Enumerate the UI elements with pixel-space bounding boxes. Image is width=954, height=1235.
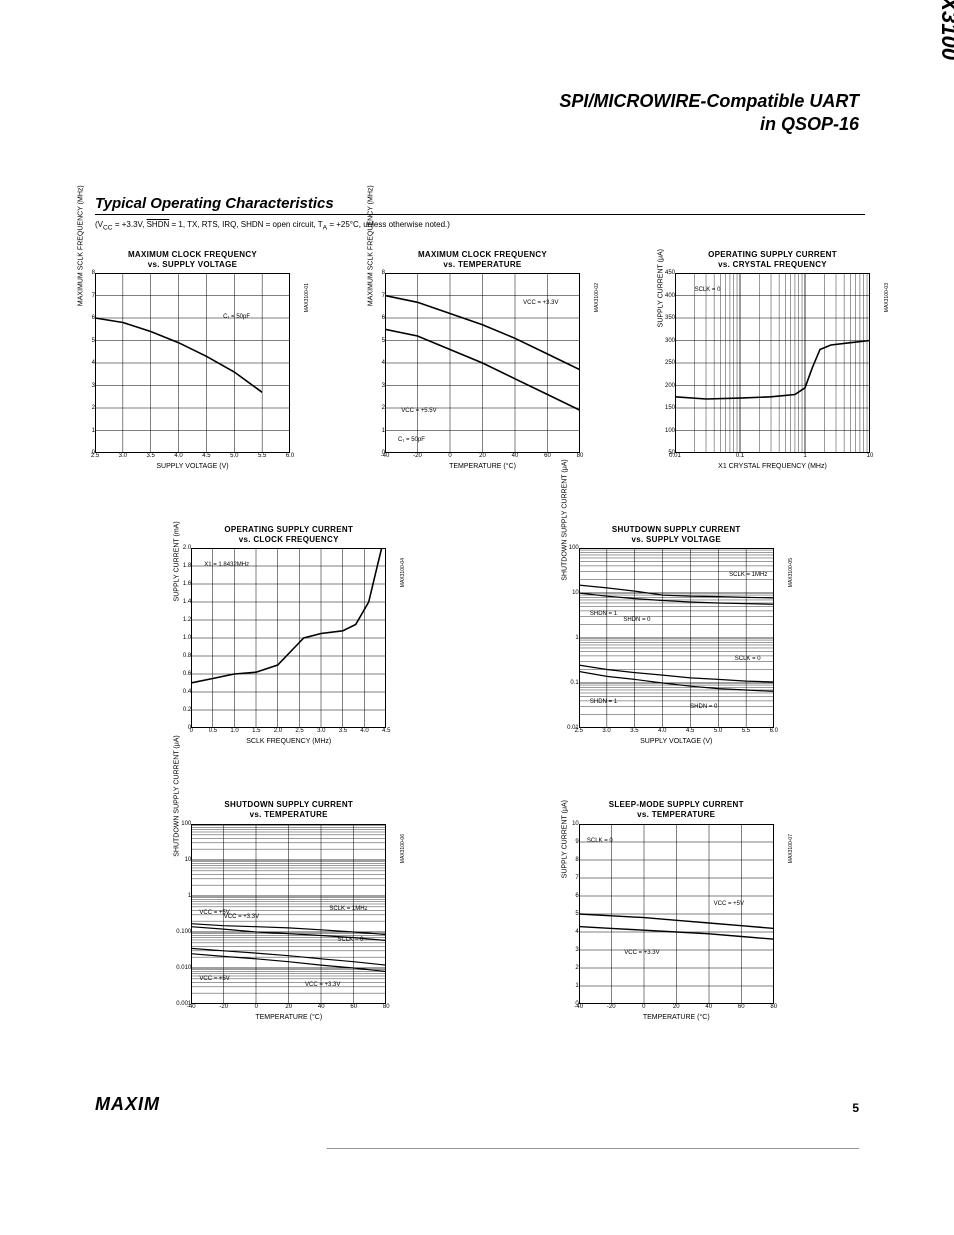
- chart-id-note: MAX3100-06: [400, 834, 406, 863]
- chart-annotation: SCLK = 0: [695, 287, 721, 293]
- x-ticks: -40-20020406080: [579, 1004, 774, 1012]
- chart-annotation: VCC = +3.3V: [305, 982, 340, 988]
- chart-annotation: VCC = +5V: [714, 901, 744, 907]
- title-line-1: SPI/MICROWIRE-Compatible UART: [559, 90, 859, 113]
- charts-grid: MAXIMUM CLOCK FREQUENCYvs. SUPPLY VOLTAG…: [95, 250, 870, 1076]
- y-ticks: 00.20.40.60.81.01.21.41.61.82.0: [169, 548, 191, 728]
- chart-annotation: SCLK = 0: [338, 937, 364, 943]
- y-ticks: 0.0010.0100.100110100: [169, 824, 191, 1004]
- chart-c5: SHUTDOWN SUPPLY CURRENTvs. SUPPLY VOLTAG…: [579, 525, 774, 745]
- test-conditions: (VCC = +3.3V, SHDN = 1, TX, RTS, IRQ, SH…: [95, 220, 450, 232]
- chart-c6: SHUTDOWN SUPPLY CURRENTvs. TEMPERATURESH…: [191, 800, 386, 1020]
- chart-annotation: SCLK = 1MHz: [729, 572, 767, 578]
- chart-annotation: VCC = +3.3V: [624, 950, 659, 956]
- x-axis-label: TEMPERATURE (°C): [385, 463, 580, 470]
- chart-c2: MAXIMUM CLOCK FREQUENCYvs. TEMPERATUREMA…: [385, 250, 580, 470]
- x-axis-label: TEMPERATURE (°C): [579, 1014, 774, 1021]
- x-axis-label: SUPPLY VOLTAGE (V): [95, 463, 290, 470]
- section-heading: Typical Operating Characteristics: [95, 195, 865, 215]
- page-number: 5: [852, 1101, 859, 1115]
- data-series: [579, 665, 774, 682]
- chart-id-note: MAX3100-05: [788, 558, 794, 587]
- title-line-2: in QSOP-16: [559, 113, 859, 136]
- chart-title: SLEEP-MODE SUPPLY CURRENTvs. TEMPERATURE: [579, 800, 774, 819]
- section-heading-text: Typical Operating Characteristics: [95, 195, 334, 212]
- y-ticks: 012345678: [363, 273, 385, 453]
- x-ticks: 2.53.03.54.04.55.05.56.0: [95, 453, 290, 461]
- chart-row-3: SHUTDOWN SUPPLY CURRENTvs. TEMPERATURESH…: [95, 800, 870, 1020]
- plot-area: [675, 273, 870, 453]
- chart-id-note: MAX3100-07: [788, 834, 794, 863]
- chart-c3: OPERATING SUPPLY CURRENTvs. CRYSTAL FREQ…: [675, 250, 870, 470]
- x-ticks: 2.53.03.54.04.55.05.56.0: [579, 728, 774, 736]
- x-ticks: -40-20020406080: [385, 453, 580, 461]
- plot-area: [191, 548, 386, 728]
- chart-title: MAXIMUM CLOCK FREQUENCYvs. TEMPERATURE: [385, 250, 580, 269]
- x-ticks: -40-20020406080: [191, 1004, 386, 1012]
- data-series: [579, 593, 774, 604]
- page-title: SPI/MICROWIRE-Compatible UART in QSOP-16: [559, 90, 859, 135]
- chart-id-note: MAX3100-02: [594, 283, 600, 312]
- chart-annotation: SCLK = 0: [587, 838, 613, 844]
- chart-id-note: MAX3100-03: [884, 283, 890, 312]
- chart-c7: SLEEP-MODE SUPPLY CURRENTvs. TEMPERATURE…: [579, 800, 774, 1020]
- x-axis-label: SCLK FREQUENCY (MHz): [191, 738, 386, 745]
- chart-annotation: VCC = +3.3V: [224, 914, 259, 920]
- x-axis-label: TEMPERATURE (°C): [191, 1014, 386, 1021]
- plot-area: [579, 824, 774, 1004]
- chart-annotation: SHDN = 1: [590, 611, 617, 617]
- chart-annotation: VCC = +5V: [199, 976, 229, 982]
- chart-annotation: VCC = +3.3V: [523, 300, 558, 306]
- chart-annotation: C₁ = 50pF: [223, 314, 250, 320]
- chart-annotation: VCC = +5.5V: [401, 408, 436, 414]
- chart-c4: OPERATING SUPPLY CURRENTvs. CLOCK FREQUE…: [191, 525, 386, 745]
- section-rule: [95, 214, 865, 215]
- x-axis-label: X1 CRYSTAL FREQUENCY (MHz): [675, 463, 870, 470]
- chart-row-1: MAXIMUM CLOCK FREQUENCYvs. SUPPLY VOLTAG…: [95, 250, 870, 470]
- chart-annotation: X1 = 1.8432MHz: [204, 562, 249, 568]
- y-ticks: 012345678: [73, 273, 95, 453]
- chart-annotation: SCLK = 0: [735, 656, 761, 662]
- chart-row-2: OPERATING SUPPLY CURRENTvs. CLOCK FREQUE…: [95, 525, 870, 745]
- x-ticks: 0.010.1110: [675, 453, 870, 461]
- chart-annotation: SCLK = 1MHz: [329, 906, 367, 912]
- footer-rule: ________________________________________…: [327, 1138, 859, 1150]
- chart-title: SHUTDOWN SUPPLY CURRENTvs. SUPPLY VOLTAG…: [579, 525, 774, 544]
- side-part-number: MAX3100: [936, 0, 954, 60]
- data-series: [191, 548, 382, 683]
- chart-title: OPERATING SUPPLY CURRENTvs. CRYSTAL FREQ…: [675, 250, 870, 269]
- chart-c1: MAXIMUM CLOCK FREQUENCYvs. SUPPLY VOLTAG…: [95, 250, 290, 470]
- chart-id-note: MAX3100-01: [304, 283, 310, 312]
- chart-title: MAXIMUM CLOCK FREQUENCYvs. SUPPLY VOLTAG…: [95, 250, 290, 269]
- chart-title: SHUTDOWN SUPPLY CURRENTvs. TEMPERATURE: [191, 800, 386, 819]
- chart-id-note: MAX3100-04: [400, 558, 406, 587]
- x-ticks: 00.51.01.52.02.53.03.54.04.5: [191, 728, 386, 736]
- chart-title: OPERATING SUPPLY CURRENTvs. CLOCK FREQUE…: [191, 525, 386, 544]
- y-ticks: 0.010.1110100: [557, 548, 579, 728]
- x-axis-label: SUPPLY VOLTAGE (V): [579, 738, 774, 745]
- chart-annotation: C₁ = 50pF: [398, 437, 425, 443]
- data-series: [675, 341, 870, 400]
- y-ticks: 50100150200250300350400450: [653, 273, 675, 453]
- chart-annotation: SHDN = 0: [690, 704, 717, 710]
- maxim-logo: MAXIM: [95, 1094, 160, 1115]
- chart-annotation: SHDN = 1: [590, 699, 617, 705]
- chart-annotation: SHDN = 0: [623, 617, 650, 623]
- plot-area: [95, 273, 290, 453]
- y-ticks: 012345678910: [557, 824, 579, 1004]
